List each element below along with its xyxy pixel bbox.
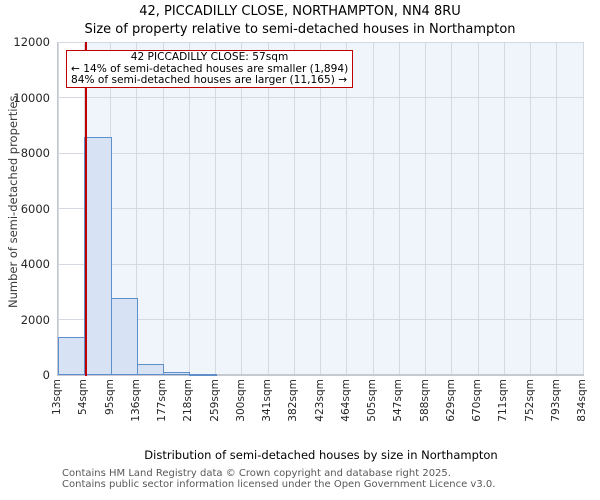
x-tick-label: 13sqm bbox=[51, 379, 63, 416]
x-gridline bbox=[503, 42, 505, 375]
footer-attribution-line2: Contains public sector information licen… bbox=[62, 479, 496, 490]
y-tick-label: 12000 bbox=[13, 35, 50, 49]
x-tick-label: 670sqm bbox=[471, 379, 483, 422]
x-tick-label: 547sqm bbox=[392, 379, 405, 422]
histogram-bar bbox=[163, 371, 191, 375]
x-gridline bbox=[530, 42, 531, 375]
histogram-bar bbox=[110, 298, 138, 375]
x-gridline bbox=[372, 42, 374, 375]
x-tick-label: 341sqm bbox=[261, 379, 273, 422]
y-tick-label: 2000 bbox=[20, 312, 50, 327]
x-gridline bbox=[293, 42, 295, 375]
x-tick-label: 464sqm bbox=[339, 379, 352, 422]
x-tick-label: 177sqm bbox=[156, 379, 168, 422]
x-tick-label: 54sqm bbox=[77, 379, 90, 416]
x-gridline bbox=[346, 42, 348, 375]
y-tick-label: 6000 bbox=[20, 201, 50, 216]
x-gridline bbox=[188, 42, 190, 375]
x-tick-label: 259sqm bbox=[208, 379, 221, 422]
x-axis-line bbox=[57, 374, 584, 376]
footer-attribution-line1: Contains HM Land Registry data © Crown c… bbox=[62, 468, 451, 479]
histogram-bar bbox=[58, 336, 86, 375]
x-axis-title: Distribution of semi-detached houses by … bbox=[144, 448, 498, 462]
property-marker-line bbox=[85, 42, 88, 376]
x-tick-label: 136sqm bbox=[129, 379, 142, 422]
annotation-larger-line: 84% of semi-detached houses are larger (… bbox=[71, 74, 348, 87]
x-tick-label: 218sqm bbox=[182, 379, 195, 422]
x-gridline bbox=[136, 42, 138, 375]
x-tick-label: 423sqm bbox=[313, 379, 326, 422]
property-annotation-box: 42 PICCADILLY CLOSE: 57sqm ← 14% of semi… bbox=[66, 50, 353, 88]
x-gridline bbox=[451, 42, 453, 375]
chart-subtitle: Size of property relative to semi-detach… bbox=[84, 22, 516, 37]
x-gridline bbox=[477, 42, 479, 375]
x-gridline bbox=[162, 42, 164, 375]
x-tick-label: 588sqm bbox=[418, 379, 431, 422]
y-tick-label: 10000 bbox=[13, 90, 50, 105]
x-tick-label: 793sqm bbox=[549, 379, 562, 422]
y-tick-label: 0 bbox=[42, 368, 50, 382]
x-tick-label: 382sqm bbox=[287, 379, 300, 422]
x-tick-label: 711sqm bbox=[497, 379, 510, 422]
x-gridline bbox=[582, 42, 584, 375]
annotation-property-line: 42 PICCADILLY CLOSE: 57sqm bbox=[130, 51, 289, 63]
chart-title: 42, PICCADILLY CLOSE, NORTHAMPTON, NN4 8… bbox=[139, 4, 461, 19]
x-gridline bbox=[425, 42, 426, 375]
y-axis-title: Number of semi-detached properties bbox=[6, 95, 20, 308]
x-gridline bbox=[320, 42, 321, 375]
x-tick-label: 834sqm bbox=[576, 379, 588, 422]
x-gridline bbox=[267, 42, 269, 375]
x-gridline bbox=[241, 42, 243, 375]
y-tick-label: 4000 bbox=[20, 257, 50, 271]
x-gridline bbox=[215, 42, 216, 375]
x-tick-label: 629sqm bbox=[444, 379, 457, 422]
histogram-bar bbox=[189, 373, 217, 376]
x-gridline bbox=[57, 42, 59, 375]
x-tick-label: 505sqm bbox=[366, 379, 378, 422]
x-tick-label: 752sqm bbox=[523, 379, 536, 422]
x-tick-label: 95sqm bbox=[103, 379, 116, 416]
y-tick-label: 8000 bbox=[20, 146, 50, 160]
histogram-bar bbox=[84, 137, 112, 375]
annotation-smaller-line: ← 14% of semi-detached houses are smalle… bbox=[71, 62, 349, 75]
x-tick-label: 300sqm bbox=[234, 379, 247, 422]
x-gridline bbox=[398, 42, 400, 375]
x-gridline bbox=[556, 42, 558, 375]
histogram-bar bbox=[136, 363, 164, 375]
